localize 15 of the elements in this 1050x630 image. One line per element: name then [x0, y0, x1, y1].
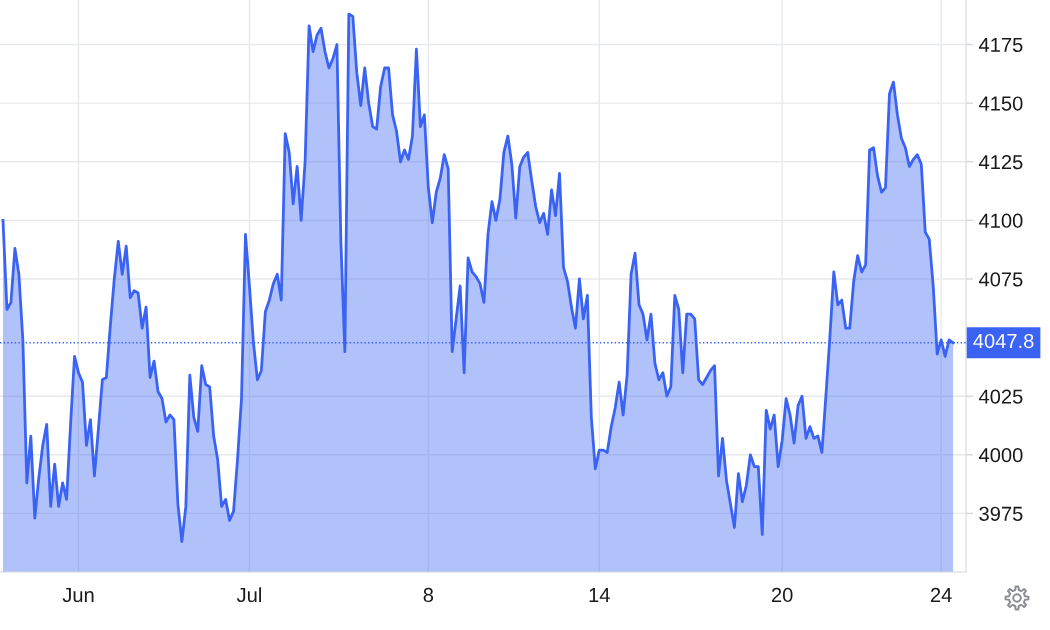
y-tick-label: 4075	[978, 272, 1023, 287]
ref-line-label: 4047.8	[973, 333, 1034, 349]
x-tick-label: Jul	[236, 587, 261, 603]
y-tick-label: 4000	[978, 448, 1023, 463]
y-tick-label: 4025	[978, 389, 1023, 404]
x-tick-label: 24	[930, 587, 952, 602]
y-tick-label: 4125	[978, 155, 1023, 170]
x-tick-label: 8	[423, 587, 434, 603]
x-tick-label: 14	[589, 588, 610, 602]
y-tick-label: 3975	[979, 506, 1023, 521]
y-tick-label: 4150	[978, 96, 1023, 111]
x-tick-label: Jun	[62, 588, 94, 603]
y-tick-label: 4100	[978, 213, 1023, 228]
x-tick-label: 20	[771, 587, 793, 603]
y-tick-label: 4175	[978, 37, 1023, 53]
